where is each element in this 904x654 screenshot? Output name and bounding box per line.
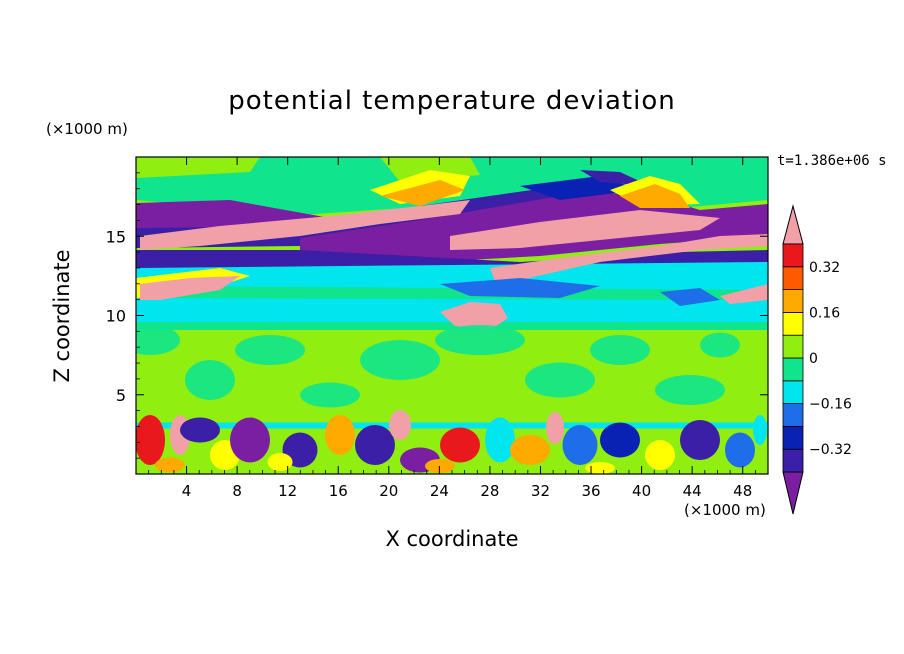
chart-title: potential temperature deviation [228,86,676,116]
y-axis: 5 10 15 [106,172,768,459]
bl-cell-20 [155,457,185,473]
bl-cell-13 [546,412,564,444]
pink-right [720,284,768,304]
bl-cell-17 [680,420,720,460]
contour-field [136,157,768,474]
y-tick-label: 10 [106,307,126,326]
bl-cell-16 [645,440,675,470]
mint-blotch-9 [700,332,740,358]
bl-cell-19 [753,415,767,445]
bl-top-cyan [136,422,768,429]
blue-streak [440,278,600,298]
x-tick-label: 4 [182,482,192,500]
colorbar-tick-label: −0.32 [809,442,852,458]
pink-left [140,276,240,300]
mint-blotch-2 [235,335,305,365]
x-tick-label: 48 [733,482,752,500]
mint-streak [136,286,768,300]
upper-lime-left [136,157,260,178]
y-axis-unit: (×1000 m) [46,120,128,138]
colorbar-segment [782,403,804,427]
blue-streak-2 [660,288,720,306]
y-tick-label: 15 [106,227,126,246]
colorbar-segment [782,448,804,473]
colorbar-tick-label: 0 [809,351,818,367]
x-axis: 4 8 12 16 20 24 28 32 36 40 44 48 [148,157,756,500]
mint-edge [136,322,768,330]
pink-band-2 [450,210,720,250]
mint-blotch-5 [435,325,525,355]
bl-cell-4 [230,417,270,463]
colorbar-segment [782,266,804,290]
x-tick-label: 24 [430,482,449,500]
bl-cell-8 [389,410,411,440]
y-tick-label: 5 [116,386,126,405]
mint-blotch-0 [136,325,180,355]
x-axis-unit: (×1000 m) [684,501,766,519]
x-tick-label: 40 [632,482,651,500]
bl-cell-23 [585,462,615,474]
mint-blotch-3 [300,382,360,408]
indigo-band-low [136,250,768,268]
colorbar-tick-label: 0.16 [809,305,840,321]
mint-blotch-7 [590,335,650,365]
x-tick-label: 8 [232,482,242,500]
x-tick-label: 32 [531,482,550,500]
pink-band-3 [490,234,768,282]
x-tick-label: 16 [329,482,348,500]
orange-high-1 [380,180,465,206]
pink-blob [440,302,508,330]
colorbar-segment [782,311,804,336]
mint-blotch-4 [360,340,440,380]
mint-blotch-1 [185,360,235,400]
colorbar-segment [782,289,804,313]
x-tick-label: 44 [683,482,702,500]
time-label: t=1.386e+06 s [777,153,887,169]
colorbar-segment [782,357,804,382]
bl-cell-10 [440,427,480,463]
bl-cell-7 [355,425,395,465]
bl-cell-18 [725,432,755,468]
bl-cell-21 [267,453,293,471]
bl-cell-6 [325,415,355,455]
colorbar: 0.32 0.16 0 −0.16 −0.32 [782,204,852,515]
indigo-patch [580,170,650,186]
bl-cell-22 [425,459,455,473]
x-tick-label: 36 [581,482,600,500]
x-axis-label: X coordinate [385,527,519,551]
colorbar-tick-label: −0.16 [809,397,852,413]
mint-blotch-8 [655,375,725,405]
bl-cell-11 [485,417,515,463]
bl-cell-15 [600,422,640,458]
colorbar-segment [782,243,804,268]
pink-band-1 [140,200,470,250]
bl-cell-14 [562,425,598,465]
x-tick-label: 12 [278,482,297,500]
x-tick-label: 20 [379,482,398,500]
colorbar-segment [782,425,804,450]
bl-cell-2 [180,417,220,443]
orange-high-2 [620,184,690,208]
x-tick-label: 28 [480,482,499,500]
bl-cell-0 [136,415,165,465]
bl-cell-12 [510,435,550,465]
mint-blotch-6 [525,362,595,398]
colorbar-tick-label: 0.32 [809,260,840,276]
colorbar-segment [782,380,804,404]
colorbar-extend-low [782,471,804,515]
colorbar-extend-high [782,204,804,245]
colorbar-segment [782,334,804,359]
